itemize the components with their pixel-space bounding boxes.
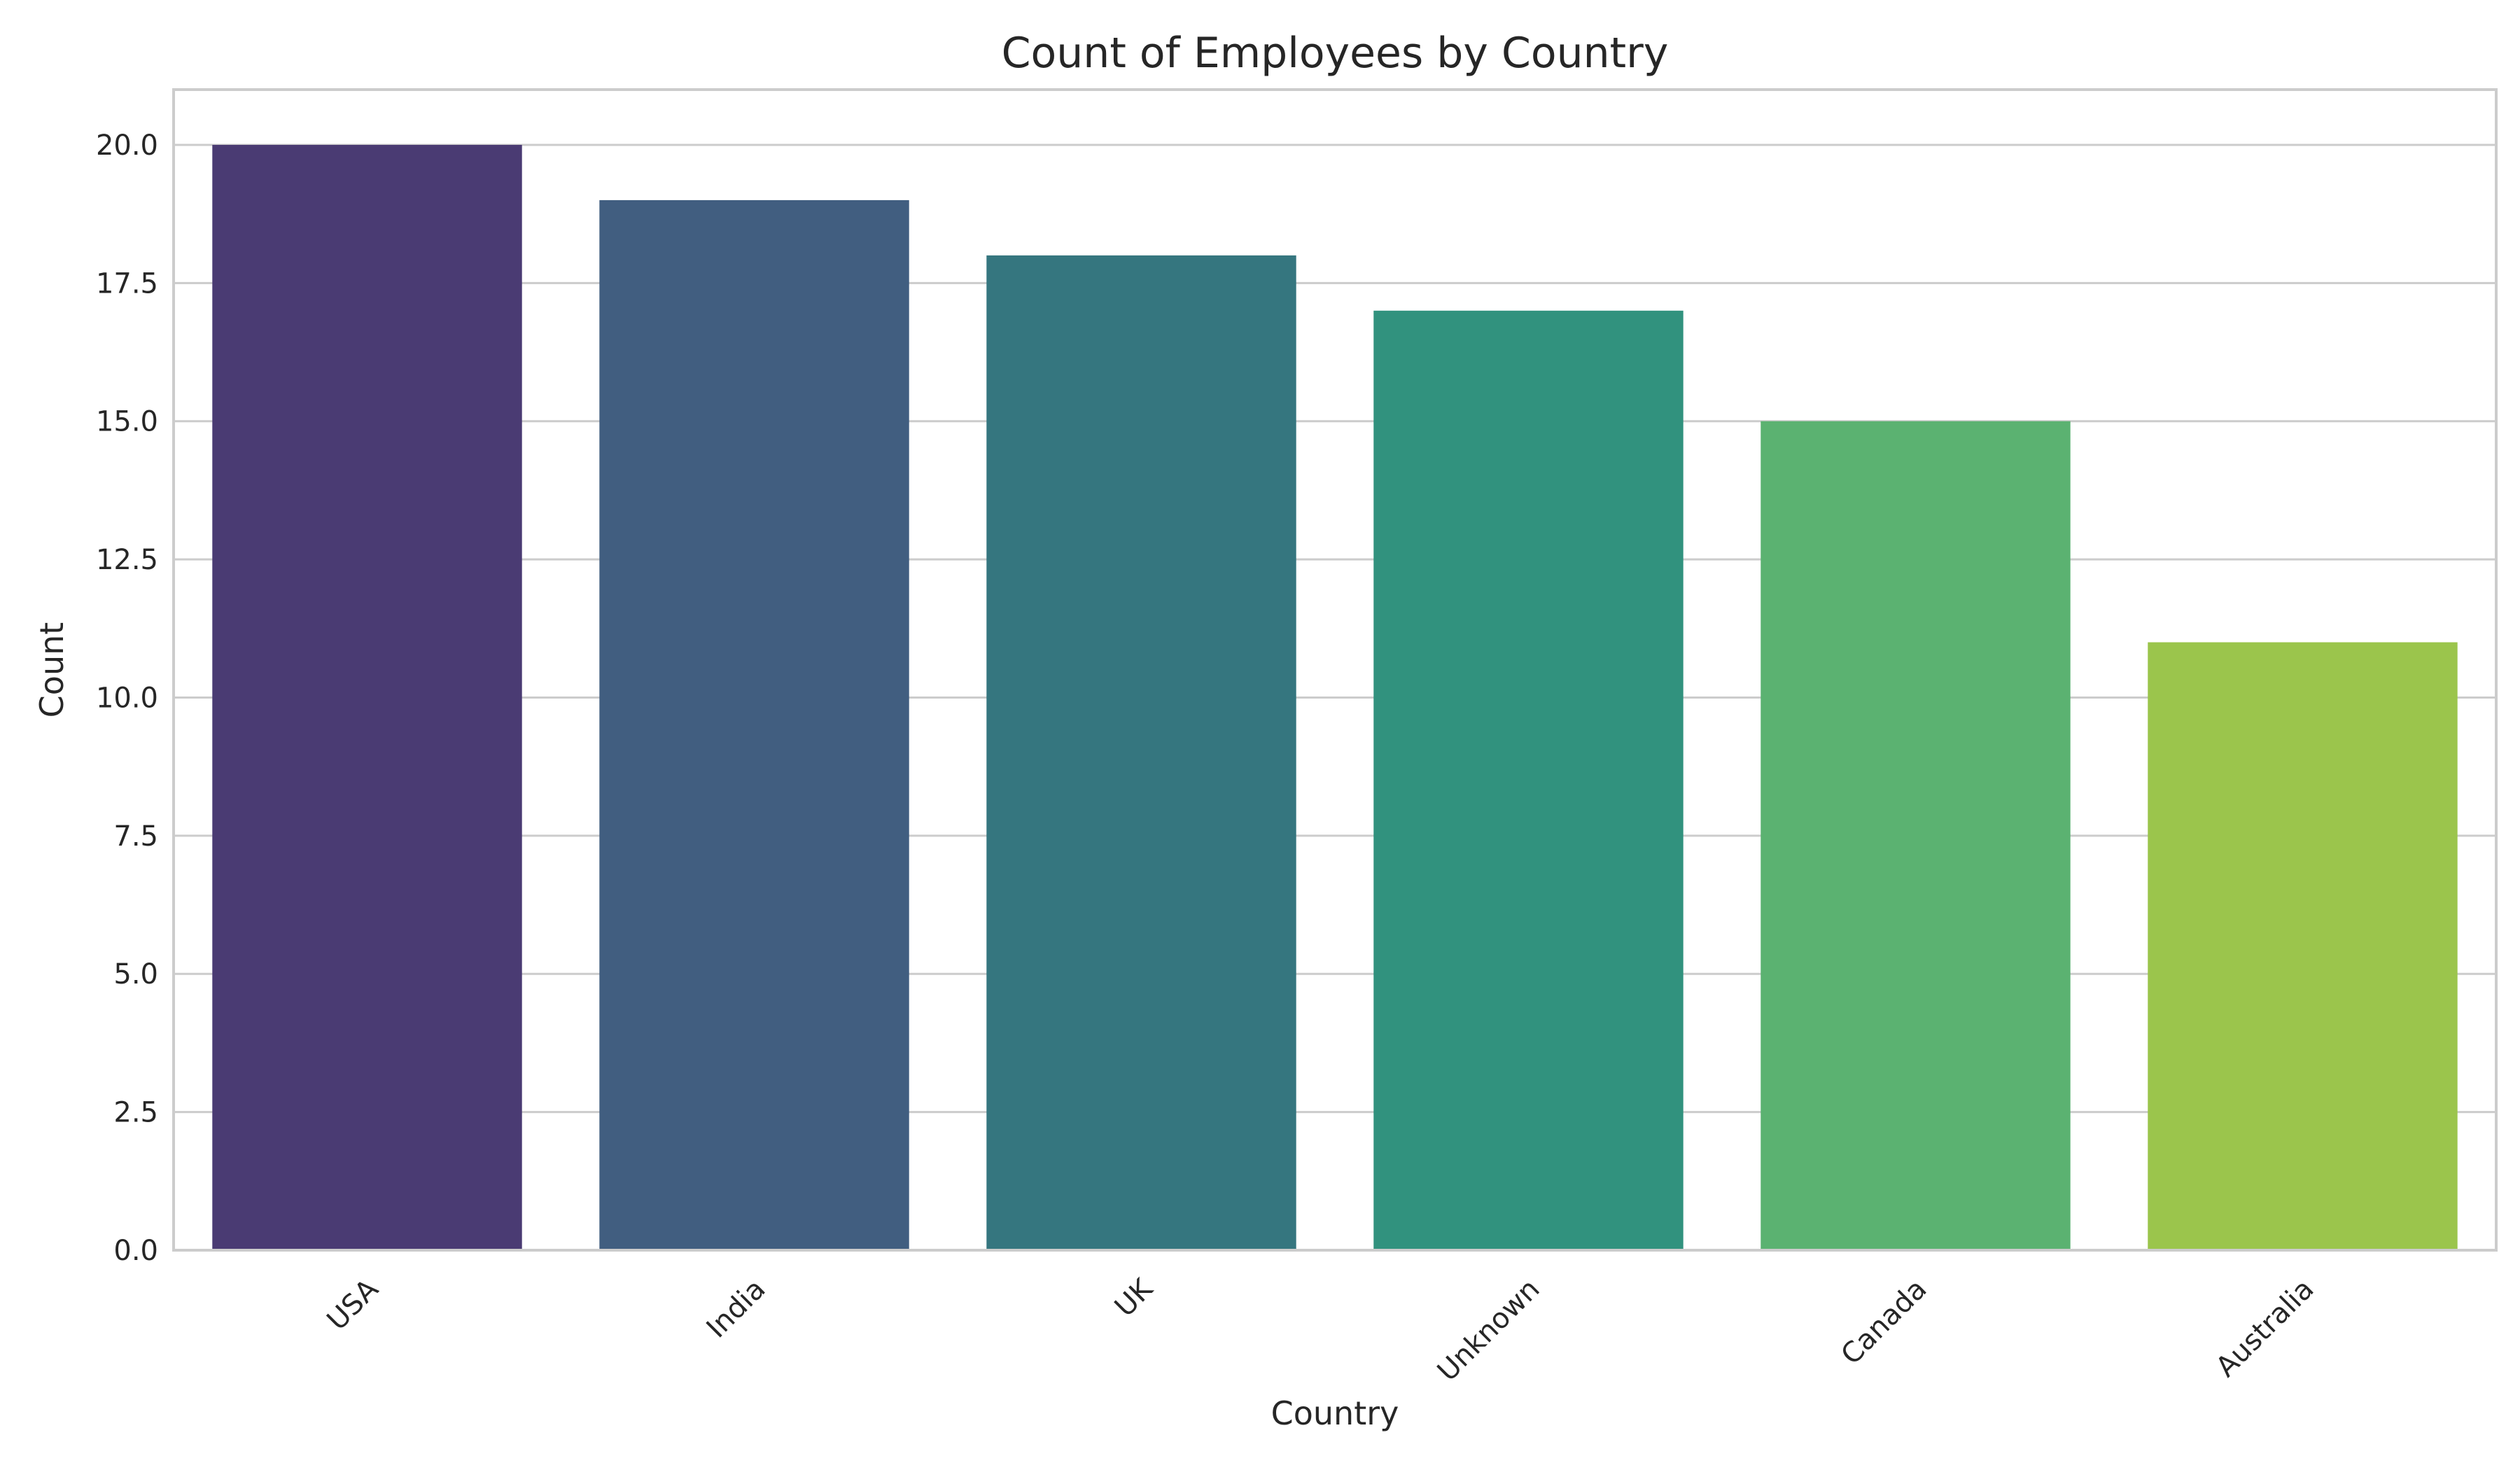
x-tick-label: USA [321, 1273, 386, 1337]
bar-unknown [1373, 310, 1684, 1250]
bars [212, 144, 2458, 1250]
y-axis-ticks: 0.0 2.5 5.0 7.5 10.0 12.5 15.0 17.5 20.0 [96, 130, 158, 1267]
plot-frame [172, 88, 2498, 1252]
y-tick-label: 5.0 [113, 958, 158, 990]
x-tick-label: Canada [1835, 1273, 1933, 1371]
x-tick-label: Australia [2210, 1273, 2320, 1384]
y-tick-label: 17.5 [96, 267, 158, 300]
x-axis-ticks: USA India UK Unknown Canada Australia [321, 1272, 2320, 1387]
grid-lines [174, 144, 2496, 1252]
chart-title: Count of Employees by Country [1002, 29, 1669, 78]
y-tick-label: 10.0 [96, 682, 158, 714]
y-tick-label: 15.0 [96, 406, 158, 438]
bar-usa [212, 144, 522, 1250]
bar-india [599, 200, 909, 1250]
y-tick-label: 7.5 [113, 820, 158, 853]
bar-canada [1760, 421, 2071, 1250]
y-tick-label: 20.0 [96, 130, 158, 162]
y-tick-label: 12.5 [96, 544, 158, 576]
x-axis-label: Country [1271, 1394, 1399, 1432]
y-tick-label: 0.0 [113, 1235, 158, 1267]
bar-australia [2148, 642, 2458, 1250]
y-tick-label: 2.5 [113, 1097, 158, 1129]
y-axis-label: Count [33, 622, 71, 718]
x-tick-label: Unknown [1432, 1273, 1546, 1388]
x-tick-label: UK [1109, 1272, 1160, 1323]
x-tick-label: India [701, 1273, 772, 1345]
bar-uk [986, 255, 1296, 1250]
